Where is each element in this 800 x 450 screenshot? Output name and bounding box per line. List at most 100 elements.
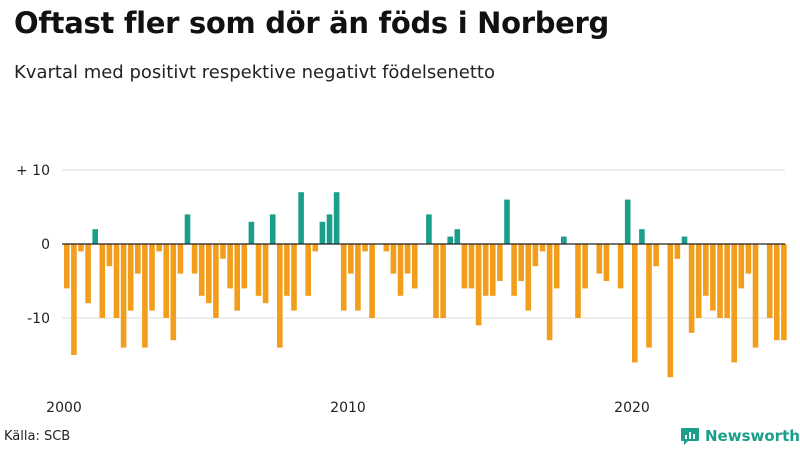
- y-tick-label: + 10: [16, 163, 50, 179]
- bar-2015Q4: [511, 244, 517, 296]
- gridlines: [62, 169, 785, 319]
- bar-2006Q3: [248, 221, 255, 244]
- bar-2000Q3: [78, 244, 84, 252]
- bar-2004Q2: [184, 214, 191, 244]
- bar-2011Q2: [383, 244, 390, 252]
- bar-2021Q2: [667, 244, 674, 378]
- newsworthy-chart-icon: [681, 428, 699, 445]
- bar-2022Q3: [703, 244, 709, 296]
- bar-2018Q1: [575, 244, 581, 318]
- x-tick-label: 2000: [46, 400, 82, 416]
- bar-2019Q3: [617, 244, 624, 289]
- bar-2002Q1: [120, 244, 127, 348]
- bar-2014Q2: [468, 244, 475, 289]
- bar-2022Q1: [688, 244, 695, 333]
- x-tick-label: 2010: [330, 400, 366, 416]
- bar-2006Q4: [255, 244, 262, 296]
- bar-2004Q1: [177, 244, 184, 274]
- chart-subtitle: Kvartal med positivt respektive negativt…: [14, 62, 495, 83]
- bar-2020Q3: [646, 244, 652, 348]
- bar-2002Q4: [142, 244, 148, 348]
- bar-2020Q1: [632, 244, 638, 363]
- bar-2011Q3: [390, 244, 397, 274]
- bar-2017Q2: [553, 244, 560, 289]
- bar-2024Q1: [745, 244, 752, 274]
- bar-2015Q3: [504, 199, 510, 244]
- bar-2023Q1: [717, 244, 723, 318]
- bar-2018Q2: [582, 244, 588, 289]
- bar-2011Q4: [397, 244, 404, 296]
- bar-2005Q1: [206, 244, 212, 304]
- bar-2024Q4: [766, 244, 773, 318]
- bar-2010Q4: [369, 244, 375, 318]
- bar-2020Q2: [639, 229, 645, 244]
- bar-2007Q2: [269, 214, 276, 244]
- y-tick-label: -10: [27, 311, 50, 327]
- bar-2008Q2: [298, 192, 304, 244]
- bar-2002Q3: [135, 244, 141, 274]
- bar-2023Q3: [731, 244, 737, 363]
- bar-2009Q1: [319, 221, 326, 244]
- bar-2010Q3: [362, 244, 368, 252]
- bar-2003Q2: [156, 244, 162, 252]
- brand-name: Newsworthy: [705, 427, 800, 445]
- bar-2004Q3: [191, 244, 198, 274]
- bar-2014Q1: [461, 244, 468, 289]
- bar-2016Q2: [525, 244, 532, 311]
- chart-title: Oftast fler som dör än föds i Norberg: [14, 6, 610, 40]
- bar-2000Q1: [64, 244, 70, 289]
- bar-2012Q1: [404, 244, 411, 274]
- bar-2009Q3: [333, 192, 340, 244]
- bar-2000Q2: [71, 244, 77, 355]
- source-note: Källa: SCB: [4, 429, 71, 444]
- bar-2015Q1: [490, 244, 496, 296]
- bar-2014Q4: [482, 244, 489, 296]
- bar-2022Q2: [695, 244, 702, 318]
- bar-2010Q1: [348, 244, 354, 274]
- bar-2016Q4: [539, 244, 546, 252]
- bar-2001Q4: [113, 244, 120, 318]
- x-tick-label: 2020: [614, 400, 650, 416]
- bar-2019Q1: [603, 244, 610, 281]
- bar-2005Q2: [213, 244, 219, 318]
- newsworthy-logo[interactable]: Newsworthy: [680, 426, 800, 446]
- bar-2016Q1: [518, 244, 524, 281]
- bar-2001Q3: [106, 244, 113, 267]
- bar-2025Q2: [781, 244, 787, 341]
- bar-2006Q2: [241, 244, 248, 289]
- bar-2018Q4: [596, 244, 603, 274]
- bar-2006Q1: [234, 244, 240, 311]
- bar-2019Q4: [624, 199, 631, 244]
- bar-2010Q2: [355, 244, 361, 311]
- bar-2005Q3: [220, 244, 226, 259]
- bar-2005Q4: [227, 244, 233, 289]
- bar-2012Q4: [426, 214, 432, 244]
- bar-2023Q4: [738, 244, 745, 289]
- bar-2007Q4: [284, 244, 290, 296]
- bar-2025Q1: [774, 244, 780, 341]
- bar-2013Q3: [447, 236, 453, 244]
- bar-2022Q4: [710, 244, 716, 311]
- bar-2001Q2: [99, 244, 106, 318]
- bar-2013Q1: [433, 244, 439, 318]
- axes: + 10 0 -10 2000 2010 2020: [16, 163, 785, 416]
- bar-2004Q4: [198, 244, 205, 296]
- bar-2023Q2: [724, 244, 730, 318]
- bar-2002Q2: [127, 244, 134, 311]
- bar-2024Q2: [752, 244, 759, 348]
- bar-2001Q1: [92, 229, 98, 244]
- bar-2020Q4: [653, 244, 659, 267]
- bar-2021Q3: [674, 244, 681, 259]
- bar-2016Q3: [532, 244, 539, 267]
- bar-2009Q4: [340, 244, 347, 311]
- bar-2009Q2: [326, 214, 333, 244]
- bar-2012Q2: [411, 244, 418, 289]
- bar-2017Q1: [546, 244, 553, 341]
- bar-2015Q2: [497, 244, 503, 281]
- bar-2000Q4: [85, 244, 91, 304]
- bar-2003Q3: [163, 244, 169, 318]
- bar-2007Q1: [262, 244, 269, 304]
- y-tick-label: 0: [41, 237, 50, 253]
- bar-2013Q2: [440, 244, 446, 318]
